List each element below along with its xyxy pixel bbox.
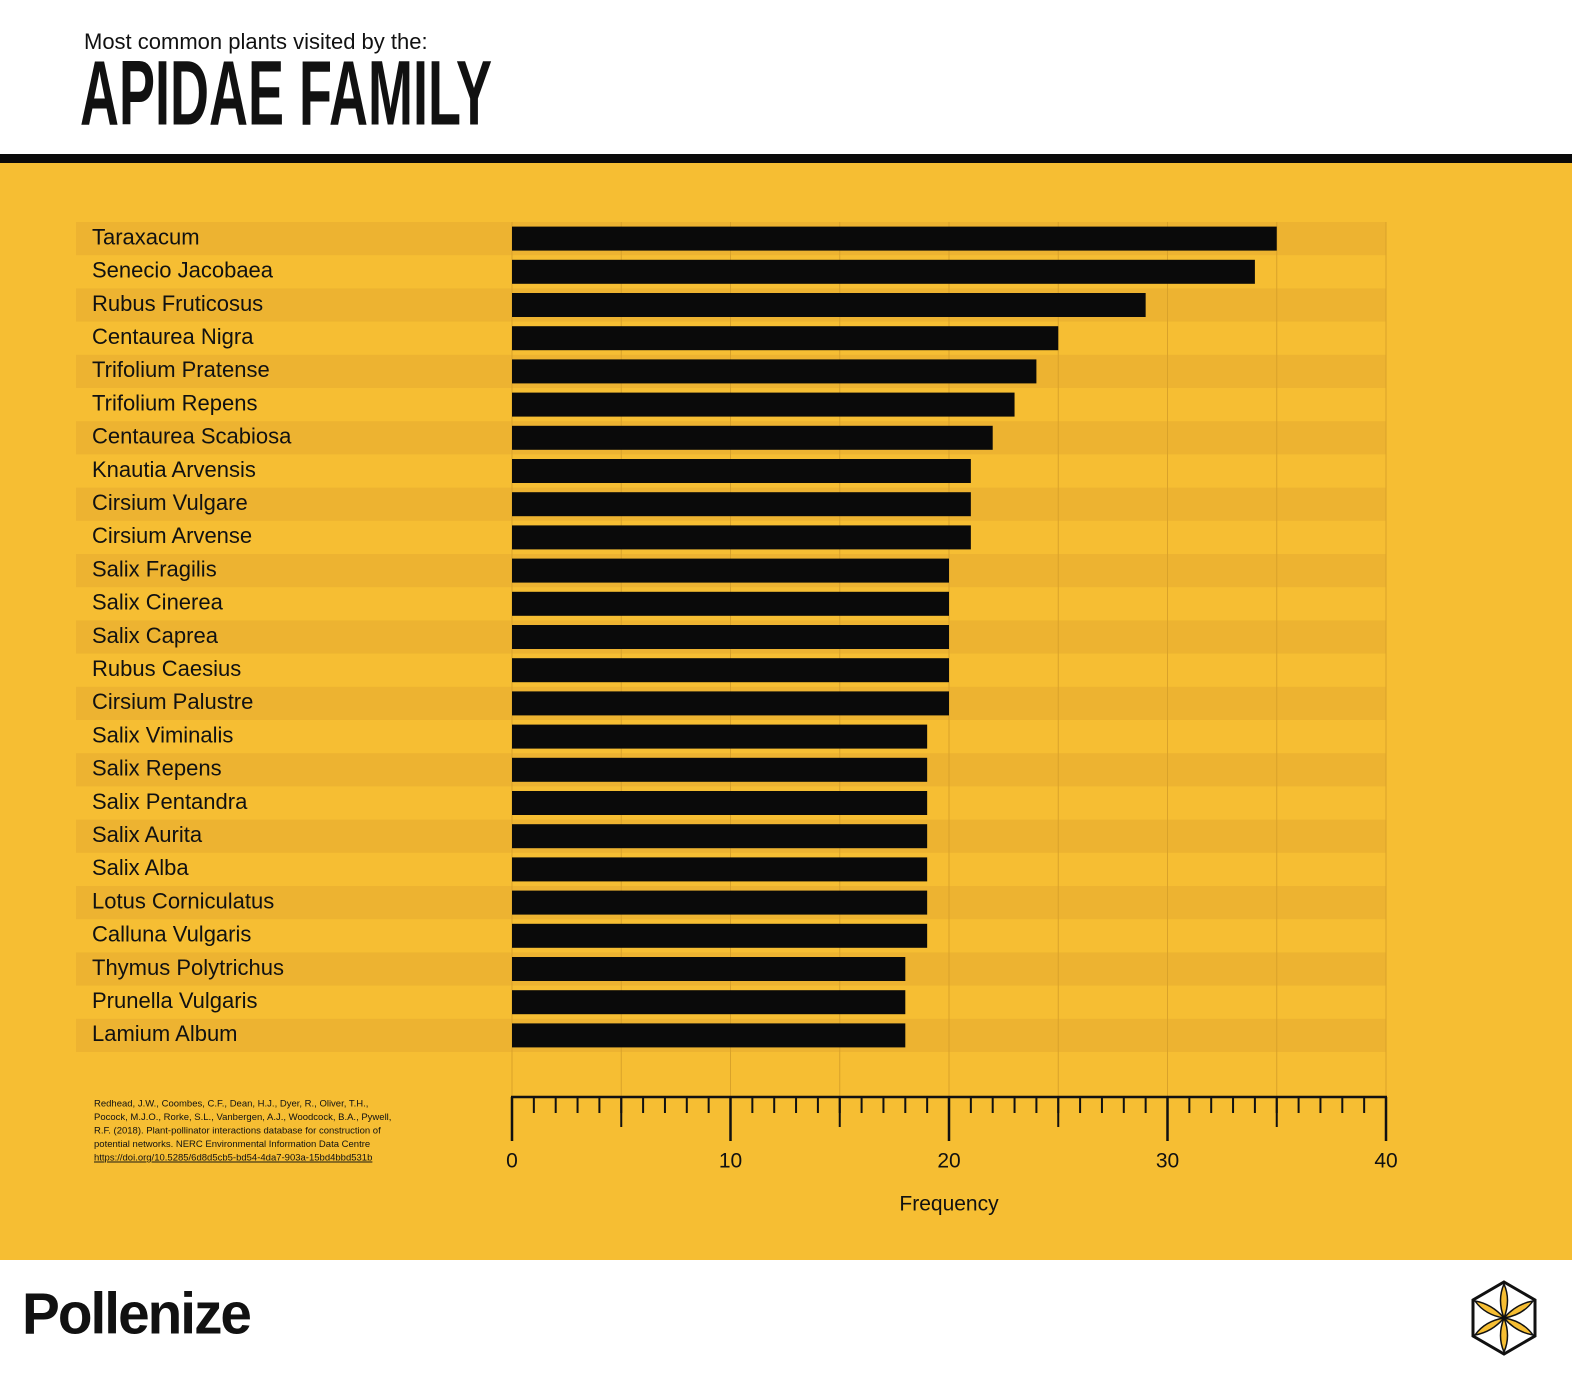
bar (512, 392, 1015, 417)
bar (512, 226, 1277, 251)
bar (512, 492, 971, 517)
category-label: Salix Viminalis (92, 722, 233, 747)
category-label: Calluna Vulgaris (92, 922, 251, 947)
category-label: Cirsium Palustre (92, 689, 253, 714)
source-line: potential networks. NERC Environmental I… (94, 1139, 370, 1150)
bar (512, 459, 971, 483)
x-axis-label: Frequency (899, 1193, 999, 1216)
category-label: Salix Cinerea (92, 590, 224, 615)
bar (512, 525, 971, 550)
category-label: Cirsium Arvense (92, 523, 252, 548)
category-label: Salix Caprea (92, 623, 219, 648)
source-line: Pocock, M.J.O., Rorke, S.L., Vanbergen, … (94, 1112, 391, 1123)
category-label: Senecio Jacobaea (92, 258, 274, 283)
category-label: Salix Alba (92, 855, 189, 880)
bar (512, 326, 1059, 351)
bar (512, 824, 928, 849)
category-label: Lotus Corniculatus (92, 888, 274, 913)
category-label: Salix Repens (92, 756, 222, 781)
brand: Pollenize (22, 1281, 251, 1346)
category-label: Centaurea Nigra (92, 324, 254, 349)
category-label: Trifolium Repens (92, 390, 257, 415)
category-label: Trifolium Pratense (92, 357, 270, 382)
category-label: Rubus Fruticosus (92, 291, 263, 316)
x-tick-label: 0 (506, 1150, 518, 1173)
bar (512, 1023, 906, 1048)
x-tick-label: 10 (719, 1150, 742, 1173)
subtitle: Most common plants visited by the: (84, 29, 428, 54)
bar (512, 293, 1146, 317)
source-line: R.F. (2018). Plant-pollinator interactio… (94, 1126, 381, 1137)
category-label: Knautia Arvensis (92, 457, 256, 482)
bar (512, 724, 928, 749)
category-label: Lamium Album (92, 1021, 238, 1046)
bar (512, 791, 928, 815)
bar (512, 558, 949, 583)
category-label: Thymus Polytrichus (92, 955, 284, 980)
category-label: Rubus Caesius (92, 656, 241, 681)
category-label: Salix Aurita (92, 822, 203, 847)
source-line: Redhead, J.W., Coombes, C.F., Dean, H.J.… (94, 1099, 368, 1110)
x-tick-label: 20 (937, 1150, 960, 1173)
bar (512, 425, 993, 450)
bar (512, 990, 906, 1015)
title: APIDAE FAMILY (80, 42, 492, 144)
category-label: Cirsium Vulgare (92, 490, 248, 515)
category-label: Centaurea Scabiosa (92, 424, 292, 449)
category-label: Salix Fragilis (92, 556, 217, 581)
bar (512, 923, 928, 948)
bar (512, 259, 1255, 284)
bar (512, 359, 1037, 384)
x-tick-label: 30 (1156, 1150, 1179, 1173)
bar (512, 757, 928, 782)
source-line: https://doi.org/10.5285/6d8d5cb5-bd54-4d… (94, 1153, 372, 1164)
bar (512, 625, 949, 649)
bar (512, 691, 949, 716)
bar (512, 591, 949, 616)
category-label: Taraxacum (92, 224, 200, 249)
bar (512, 890, 928, 915)
category-label: Salix Pentandra (92, 789, 248, 814)
bar (512, 658, 949, 683)
bar (512, 857, 928, 882)
bar (512, 957, 906, 981)
x-tick-label: 40 (1374, 1150, 1397, 1173)
divider (0, 154, 1572, 163)
logo (1471, 1280, 1537, 1356)
category-label: Prunella Vulgaris (92, 988, 258, 1013)
